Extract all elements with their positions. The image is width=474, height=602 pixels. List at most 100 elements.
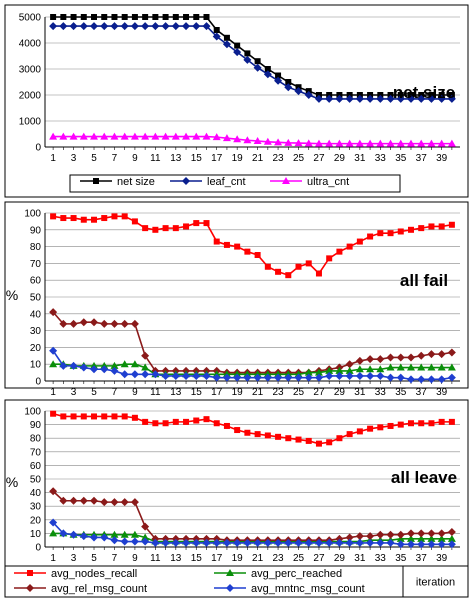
legend-swatch-marker [27, 570, 33, 576]
chart-title: net size [393, 83, 455, 102]
data-point [295, 263, 302, 270]
data-point [366, 365, 375, 373]
legend [4, 565, 404, 598]
data-point [212, 534, 221, 543]
data-point [130, 537, 139, 546]
data-point [315, 270, 322, 277]
y-tick-label: 20 [30, 343, 42, 354]
legend-swatch-marker [226, 569, 234, 576]
data-point [355, 538, 364, 547]
x-axis-label-box [402, 565, 469, 598]
data-point [171, 132, 180, 140]
data-point [447, 528, 456, 537]
data-point [355, 371, 364, 380]
data-point [437, 94, 446, 103]
data-point [80, 216, 87, 223]
data-point [193, 220, 200, 227]
series-avg_nodes_recall [50, 213, 455, 279]
x-tick-label: 25 [293, 553, 305, 564]
data-point [223, 422, 230, 429]
legend-label: leaf_cnt [207, 176, 246, 188]
y-tick-label: 20 [30, 515, 42, 526]
y-axis-label: % [6, 287, 18, 303]
data-point [49, 360, 58, 368]
data-point [120, 360, 129, 368]
data-point [131, 218, 138, 225]
data-point [60, 14, 67, 20]
legend [69, 174, 401, 193]
data-point [151, 370, 160, 379]
data-point [407, 420, 414, 427]
x-tick-label: 3 [71, 153, 77, 164]
data-point [141, 351, 150, 360]
x-tick-label: 37 [416, 153, 428, 164]
data-point [50, 410, 57, 417]
data-point [130, 360, 139, 368]
data-point [407, 226, 414, 233]
data-point [111, 14, 118, 20]
data-point [397, 421, 404, 428]
data-point [141, 522, 150, 531]
x-tick-label: 19 [232, 153, 244, 164]
y-tick-label: 0 [35, 143, 41, 154]
data-point [203, 220, 210, 227]
data-point [386, 373, 395, 382]
data-point [49, 308, 58, 317]
data-point [244, 429, 251, 436]
x-tick-label: 23 [273, 153, 285, 164]
data-point [110, 319, 119, 328]
x-tick-label: 19 [232, 387, 244, 398]
y-tick-label: 80 [30, 434, 42, 445]
data-point [59, 529, 68, 538]
data-point [355, 356, 364, 365]
x-tick-label: 9 [132, 153, 138, 164]
data-point [233, 538, 242, 547]
data-point [366, 371, 375, 380]
data-point [437, 540, 446, 549]
data-point [141, 22, 150, 31]
data-point [275, 72, 282, 79]
data-point [345, 538, 354, 547]
data-point [183, 14, 190, 20]
data-point [417, 375, 426, 384]
x-tick-label: 9 [132, 387, 138, 398]
data-point [304, 538, 313, 547]
x-tick-label: 15 [191, 387, 203, 398]
data-point [294, 87, 303, 96]
data-point [142, 418, 149, 425]
data-point [70, 14, 77, 20]
data-point [325, 371, 334, 380]
data-point [447, 363, 456, 371]
data-point [151, 534, 160, 543]
data-point [314, 139, 323, 147]
data-point [101, 14, 108, 20]
data-point [70, 215, 77, 222]
data-point [376, 94, 385, 103]
y-tick-label: 10 [30, 360, 42, 371]
data-point [110, 361, 119, 369]
x-tick-label: 33 [375, 153, 387, 164]
data-point [274, 76, 283, 85]
data-point [417, 534, 426, 542]
data-point [161, 534, 170, 543]
series-line [52, 311, 453, 374]
data-point [60, 413, 67, 420]
data-point [315, 440, 322, 447]
data-point [162, 225, 169, 232]
legend-swatch-marker [26, 584, 34, 592]
data-point [222, 134, 231, 142]
data-point [121, 413, 128, 420]
data-point [161, 538, 170, 547]
data-point [406, 529, 415, 538]
data-point [213, 238, 220, 245]
data-point [428, 223, 435, 230]
data-point [376, 530, 385, 539]
x-tick-label: 37 [416, 387, 428, 398]
data-point [212, 538, 221, 547]
data-point [406, 363, 415, 371]
data-point [59, 496, 68, 505]
data-point [59, 22, 68, 31]
data-point [386, 538, 395, 547]
data-point [427, 350, 436, 359]
